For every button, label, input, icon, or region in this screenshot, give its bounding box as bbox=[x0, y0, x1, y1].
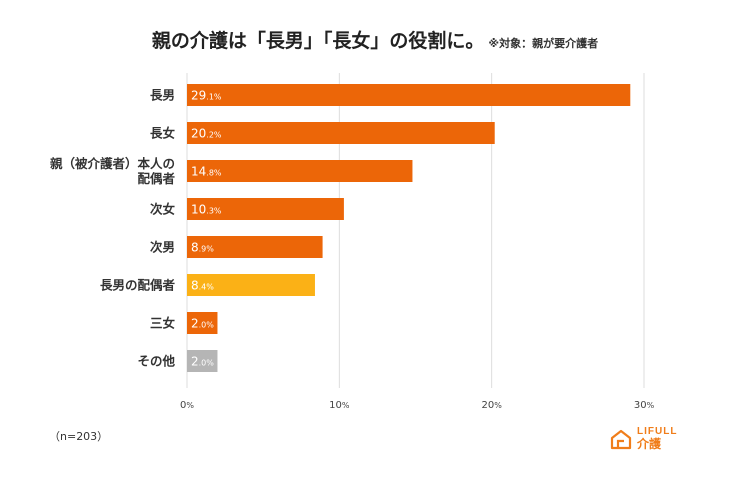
value-label: 2.0% bbox=[191, 317, 214, 331]
title-main: 親の介護は「長男」「長女」の役割に。 bbox=[151, 30, 485, 52]
lifull-logo: LIFULL 介護 bbox=[610, 427, 677, 450]
bar bbox=[187, 236, 323, 258]
bar bbox=[187, 84, 631, 106]
label-layer: 0% 10% 20% 30% 29.1% 長男 20.2% 長女 14.8% 親（被介護者）本人の… bbox=[50, 88, 655, 412]
value-label: 10.3% bbox=[191, 203, 222, 217]
category-label: 長男 bbox=[150, 88, 175, 103]
bar bbox=[187, 274, 315, 296]
category-label: その他 bbox=[137, 354, 175, 369]
chart-title: 親の介護は「長男」「長女」の役割に。 ※対象：親が要介護者 bbox=[0, 26, 750, 53]
category-label: 次女 bbox=[150, 202, 176, 217]
title-note: ※対象：親が要介護者 bbox=[488, 37, 599, 50]
value-label: 29.1% bbox=[191, 89, 222, 103]
sample-size-note: （n=203） bbox=[49, 430, 109, 443]
value-label: 14.8% bbox=[191, 165, 222, 179]
x-tick-label: 10% bbox=[329, 400, 350, 411]
category-label: 親（被介護者）本人の配偶者 bbox=[50, 156, 176, 186]
category-label: 次男 bbox=[150, 240, 175, 255]
category-label: 長男の配偶者 bbox=[100, 278, 176, 293]
category-label: 長女 bbox=[150, 126, 176, 141]
value-label: 8.9% bbox=[191, 241, 214, 255]
category-label: 三女 bbox=[150, 316, 176, 331]
grid-layer bbox=[186, 73, 645, 388]
house-icon bbox=[610, 429, 632, 449]
value-label: 2.0% bbox=[191, 355, 214, 369]
bar bbox=[187, 122, 495, 144]
x-tick-label: 20% bbox=[481, 400, 502, 411]
x-tick-label: 30% bbox=[634, 400, 655, 411]
bar-layer bbox=[187, 84, 631, 372]
value-label: 8.4% bbox=[191, 279, 214, 293]
value-label: 20.2% bbox=[191, 127, 222, 141]
bar bbox=[187, 312, 218, 334]
logo-service: 介護 bbox=[637, 437, 662, 451]
bar bbox=[187, 160, 413, 182]
bar bbox=[187, 350, 218, 372]
x-tick-label: 0% bbox=[180, 400, 194, 411]
bar bbox=[187, 198, 344, 220]
logo-brand: LIFULL bbox=[637, 426, 678, 437]
